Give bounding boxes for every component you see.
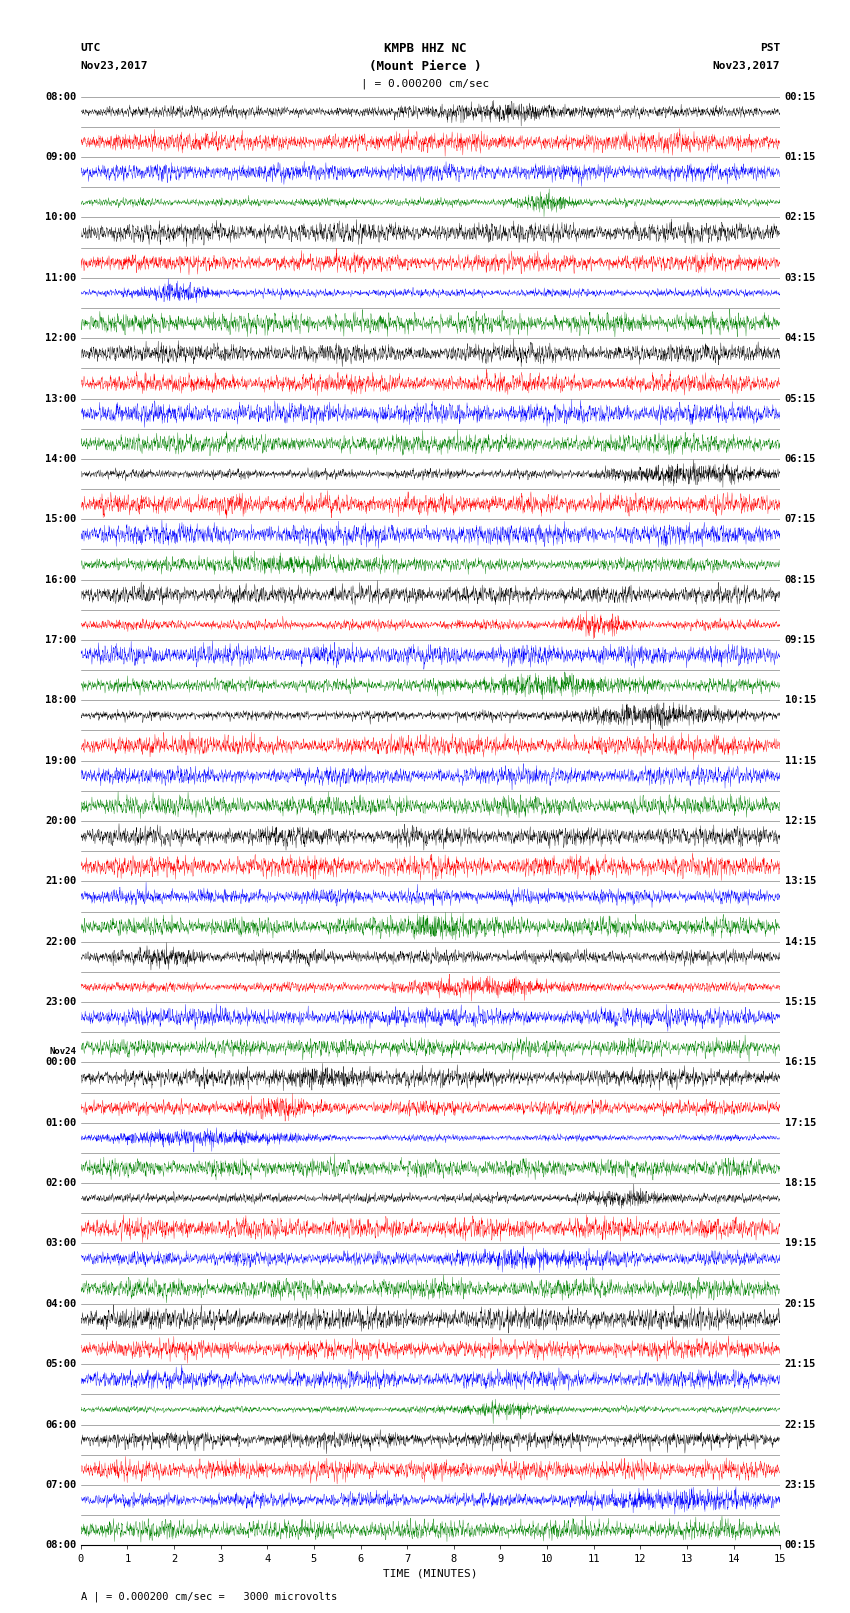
Text: 18:15: 18:15: [785, 1177, 816, 1189]
Text: 03:00: 03:00: [45, 1239, 76, 1248]
Text: 10:15: 10:15: [785, 695, 816, 705]
Text: 15:15: 15:15: [785, 997, 816, 1007]
Text: 04:15: 04:15: [785, 334, 816, 344]
Text: 04:00: 04:00: [45, 1298, 76, 1308]
Text: | = 0.000200 cm/sec: | = 0.000200 cm/sec: [361, 79, 489, 89]
Text: 14:15: 14:15: [785, 937, 816, 947]
Text: 07:00: 07:00: [45, 1479, 76, 1490]
Text: 17:15: 17:15: [785, 1118, 816, 1127]
Text: 06:15: 06:15: [785, 453, 816, 465]
Text: (Mount Pierce ): (Mount Pierce ): [369, 60, 481, 73]
Text: 06:00: 06:00: [45, 1419, 76, 1429]
Text: 16:00: 16:00: [45, 574, 76, 584]
Text: 09:15: 09:15: [785, 636, 816, 645]
Text: 08:00: 08:00: [45, 92, 76, 102]
Text: 23:00: 23:00: [45, 997, 76, 1007]
Text: Nov23,2017: Nov23,2017: [81, 61, 148, 71]
Text: 20:15: 20:15: [785, 1298, 816, 1308]
Text: Nov23,2017: Nov23,2017: [713, 61, 780, 71]
Text: KMPB HHZ NC: KMPB HHZ NC: [383, 42, 467, 55]
Text: 13:00: 13:00: [45, 394, 76, 403]
Text: 12:15: 12:15: [785, 816, 816, 826]
Text: 07:15: 07:15: [785, 515, 816, 524]
Text: 05:15: 05:15: [785, 394, 816, 403]
Text: 09:00: 09:00: [45, 152, 76, 163]
Text: 08:15: 08:15: [785, 574, 816, 584]
Text: 02:00: 02:00: [45, 1177, 76, 1189]
Text: 22:15: 22:15: [785, 1419, 816, 1429]
Text: 10:00: 10:00: [45, 213, 76, 223]
Text: 00:15: 00:15: [785, 1540, 816, 1550]
Text: A | = 0.000200 cm/sec =   3000 microvolts: A | = 0.000200 cm/sec = 3000 microvolts: [81, 1592, 337, 1602]
Text: 23:15: 23:15: [785, 1479, 816, 1490]
Text: 18:00: 18:00: [45, 695, 76, 705]
Text: 19:00: 19:00: [45, 755, 76, 766]
Text: 03:15: 03:15: [785, 273, 816, 282]
Text: 19:15: 19:15: [785, 1239, 816, 1248]
Text: 02:15: 02:15: [785, 213, 816, 223]
Text: 00:00: 00:00: [45, 1058, 76, 1068]
X-axis label: TIME (MINUTES): TIME (MINUTES): [383, 1568, 478, 1579]
Text: 11:00: 11:00: [45, 273, 76, 282]
Text: 17:00: 17:00: [45, 636, 76, 645]
Text: 12:00: 12:00: [45, 334, 76, 344]
Text: UTC: UTC: [81, 44, 101, 53]
Text: 21:00: 21:00: [45, 876, 76, 887]
Text: Nov24: Nov24: [49, 1047, 76, 1057]
Text: 15:00: 15:00: [45, 515, 76, 524]
Text: 21:15: 21:15: [785, 1360, 816, 1369]
Text: 13:15: 13:15: [785, 876, 816, 887]
Text: 11:15: 11:15: [785, 755, 816, 766]
Text: 14:00: 14:00: [45, 453, 76, 465]
Text: 16:15: 16:15: [785, 1058, 816, 1068]
Text: 22:00: 22:00: [45, 937, 76, 947]
Text: 01:00: 01:00: [45, 1118, 76, 1127]
Text: 08:00: 08:00: [45, 1540, 76, 1550]
Text: 00:15: 00:15: [785, 92, 816, 102]
Text: 05:00: 05:00: [45, 1360, 76, 1369]
Text: 20:00: 20:00: [45, 816, 76, 826]
Text: 01:15: 01:15: [785, 152, 816, 163]
Text: PST: PST: [760, 44, 780, 53]
